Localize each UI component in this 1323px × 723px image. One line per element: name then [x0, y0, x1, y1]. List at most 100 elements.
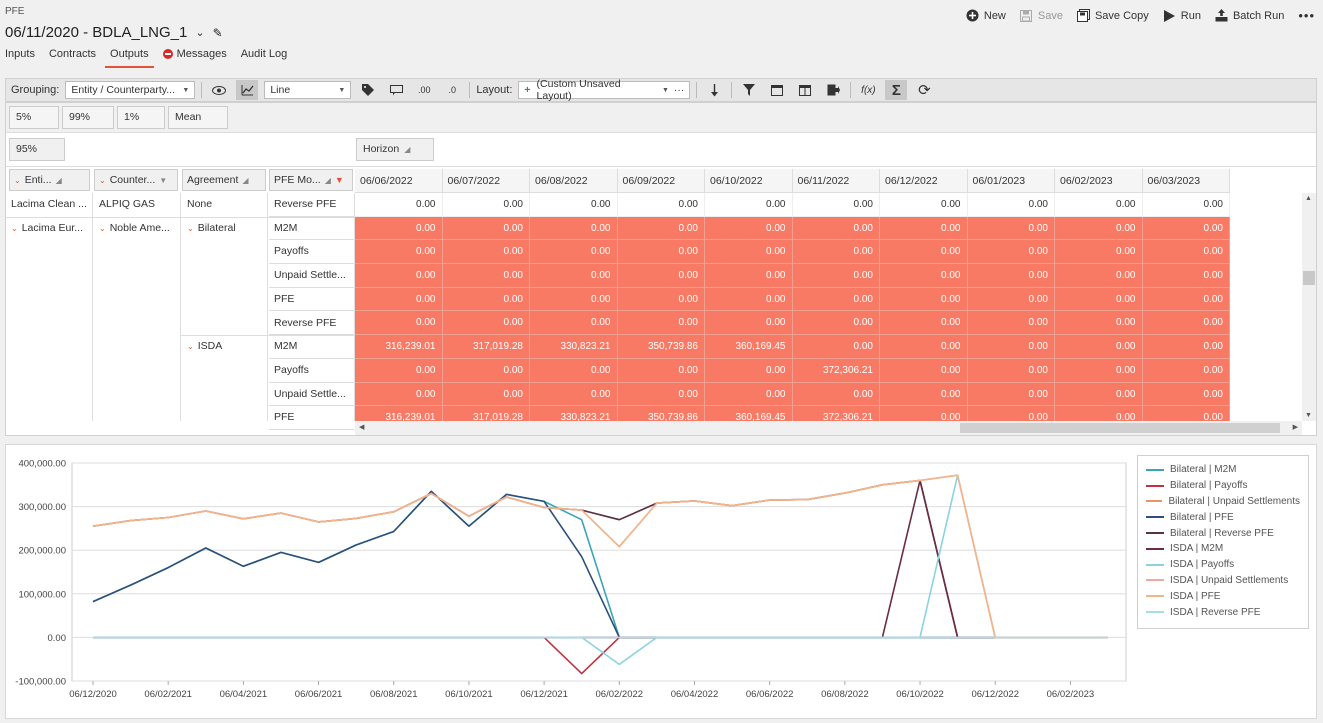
table-cell[interactable]: 0.00: [705, 358, 793, 383]
sigma-icon[interactable]: Σ: [885, 80, 908, 100]
table-cell[interactable]: 0.00: [442, 193, 530, 217]
filter-icon[interactable]: [738, 80, 760, 100]
table-cell[interactable]: 0.00: [967, 216, 1055, 241]
expand-icon[interactable]: ⌄: [99, 223, 106, 233]
table-cell[interactable]: 316,239.01: [355, 335, 443, 359]
grouping-select[interactable]: Entity / Counterparty... ▼: [65, 81, 196, 99]
agreement-field-chip[interactable]: Agreement ◢: [182, 169, 266, 191]
expand-icon[interactable]: ⌄: [11, 223, 18, 233]
table-cell[interactable]: 0.00: [442, 240, 530, 265]
table-cell[interactable]: 0.00: [1055, 216, 1143, 241]
column-header[interactable]: 06/08/2022: [530, 169, 618, 193]
row-group-counterparty[interactable]: ALPIQ GAS: [99, 198, 156, 210]
table-cell[interactable]: 0.00: [355, 311, 443, 336]
table-cell[interactable]: 0.00: [530, 382, 618, 407]
table-cell[interactable]: 0.00: [705, 264, 793, 288]
tag-icon[interactable]: [357, 80, 379, 100]
tab-contracts[interactable]: Contracts: [44, 46, 101, 68]
data-labels-icon[interactable]: [385, 80, 407, 100]
layout-more-icon[interactable]: ···: [673, 84, 685, 96]
table-cell[interactable]: 0.00: [967, 240, 1055, 265]
table-cell[interactable]: 0.00: [617, 216, 705, 241]
table-cell[interactable]: 0.00: [617, 358, 705, 383]
table-cell[interactable]: 0.00: [530, 240, 618, 265]
column-header[interactable]: 06/06/2022: [355, 169, 443, 193]
table-cell[interactable]: 0.00: [880, 311, 968, 336]
table-cell[interactable]: 0.00: [792, 240, 880, 265]
table-cell[interactable]: 0.00: [792, 287, 880, 312]
table-cell[interactable]: 0.00: [1055, 311, 1143, 336]
table-cell[interactable]: 0.00: [617, 240, 705, 265]
row-group-isda[interactable]: ⌄ ISDA: [182, 335, 267, 359]
column-header[interactable]: 06/11/2022: [792, 169, 880, 193]
table-cell[interactable]: 350,739.86: [617, 335, 705, 359]
legend-item[interactable]: ISDA | Payoffs: [1146, 557, 1300, 573]
tab-outputs[interactable]: Outputs: [105, 46, 154, 68]
table-cell[interactable]: 0.00: [880, 335, 968, 359]
scroll-left-icon[interactable]: ◀: [359, 424, 365, 431]
legend-item[interactable]: Bilateral | Unpaid Settlements: [1146, 494, 1300, 510]
table-cell[interactable]: 0.00: [442, 311, 530, 336]
legend-item[interactable]: Bilateral | M2M: [1146, 462, 1300, 478]
table-cell[interactable]: 0.00: [705, 287, 793, 312]
table-cell[interactable]: 0.00: [355, 264, 443, 288]
row-group-bilateral[interactable]: ⌄ Bilateral: [182, 217, 267, 241]
table-cell[interactable]: 0.00: [617, 287, 705, 312]
tab-inputs[interactable]: Inputs: [0, 46, 40, 68]
table-cell[interactable]: 0.00: [1055, 193, 1143, 217]
decimal-decrease-icon[interactable]: .0: [448, 85, 457, 95]
pencil-icon[interactable]: ✎: [212, 25, 223, 40]
chevron-down-icon[interactable]: ⌄: [195, 27, 205, 39]
table-cell[interactable]: 0.00: [355, 240, 443, 265]
table-cell[interactable]: 0.00: [880, 193, 968, 217]
table-cell[interactable]: 0.00: [530, 264, 618, 288]
percentile-chip-95[interactable]: 95%: [9, 138, 65, 161]
columns-icon[interactable]: [794, 80, 816, 100]
table-cell[interactable]: 0.00: [355, 358, 443, 383]
table-cell[interactable]: 0.00: [967, 311, 1055, 336]
table-cell[interactable]: 0.00: [442, 287, 530, 312]
table-cell[interactable]: 0.00: [442, 382, 530, 407]
expand-icon[interactable]: ⌄: [187, 342, 194, 352]
table-cell[interactable]: 0.00: [705, 193, 793, 217]
table-cell[interactable]: 0.00: [1142, 287, 1230, 312]
table-cell[interactable]: 0.00: [355, 382, 443, 407]
table-cell[interactable]: 372,306.21: [792, 358, 880, 383]
column-header[interactable]: 06/09/2022: [617, 169, 705, 193]
export-icon[interactable]: [822, 80, 844, 100]
row-group-entity[interactable]: ⌄ Lacima Eur...: [6, 217, 92, 241]
plus-icon[interactable]: +: [524, 84, 531, 96]
percentile-chip-1[interactable]: 1%: [117, 106, 165, 129]
scroll-up-icon[interactable]: ▲: [1305, 195, 1312, 202]
scroll-thumb[interactable]: [960, 423, 1280, 433]
chart-type-select[interactable]: Line ▼: [264, 81, 352, 99]
table-cell[interactable]: 0.00: [442, 216, 530, 241]
table-cell[interactable]: 0.00: [530, 358, 618, 383]
layout-select[interactable]: + (Custom Unsaved Layout) ▼ ···: [518, 78, 691, 102]
table-cell[interactable]: 0.00: [442, 358, 530, 383]
table-cell[interactable]: 0.00: [1055, 335, 1143, 359]
table-cell[interactable]: 0.00: [967, 287, 1055, 312]
decimal-increase-icon[interactable]: .00: [418, 85, 431, 95]
table-cell[interactable]: 0.00: [530, 216, 618, 241]
table-cell[interactable]: 0.00: [792, 382, 880, 407]
more-options-icon[interactable]: •••: [1298, 8, 1315, 23]
table-cell[interactable]: 0.00: [1142, 335, 1230, 359]
percentile-chip-5[interactable]: 5%: [9, 106, 59, 129]
table-cell[interactable]: 0.00: [1142, 240, 1230, 265]
table-cell[interactable]: 330,823.21: [530, 335, 618, 359]
table-cell[interactable]: 0.00: [880, 287, 968, 312]
table-cell[interactable]: 0.00: [1142, 311, 1230, 336]
table-cell[interactable]: 0.00: [1142, 193, 1230, 217]
chart-toggle-icon[interactable]: [236, 80, 259, 100]
tab-audit-log[interactable]: Audit Log: [236, 46, 292, 68]
sort-descending-icon[interactable]: [703, 80, 725, 100]
row-group-entity[interactable]: Lacima Clean ...: [11, 198, 87, 210]
table-cell[interactable]: 0.00: [967, 193, 1055, 217]
table-cell[interactable]: 0.00: [792, 216, 880, 241]
new-button[interactable]: New: [966, 9, 1006, 22]
tab-messages[interactable]: Messages: [158, 46, 232, 68]
legend-item[interactable]: ISDA | Unpaid Settlements: [1146, 573, 1300, 589]
entity-field-chip[interactable]: ⌄ Enti... ◢: [9, 169, 90, 191]
horizon-field-chip[interactable]: Horizon ◢: [356, 138, 434, 161]
